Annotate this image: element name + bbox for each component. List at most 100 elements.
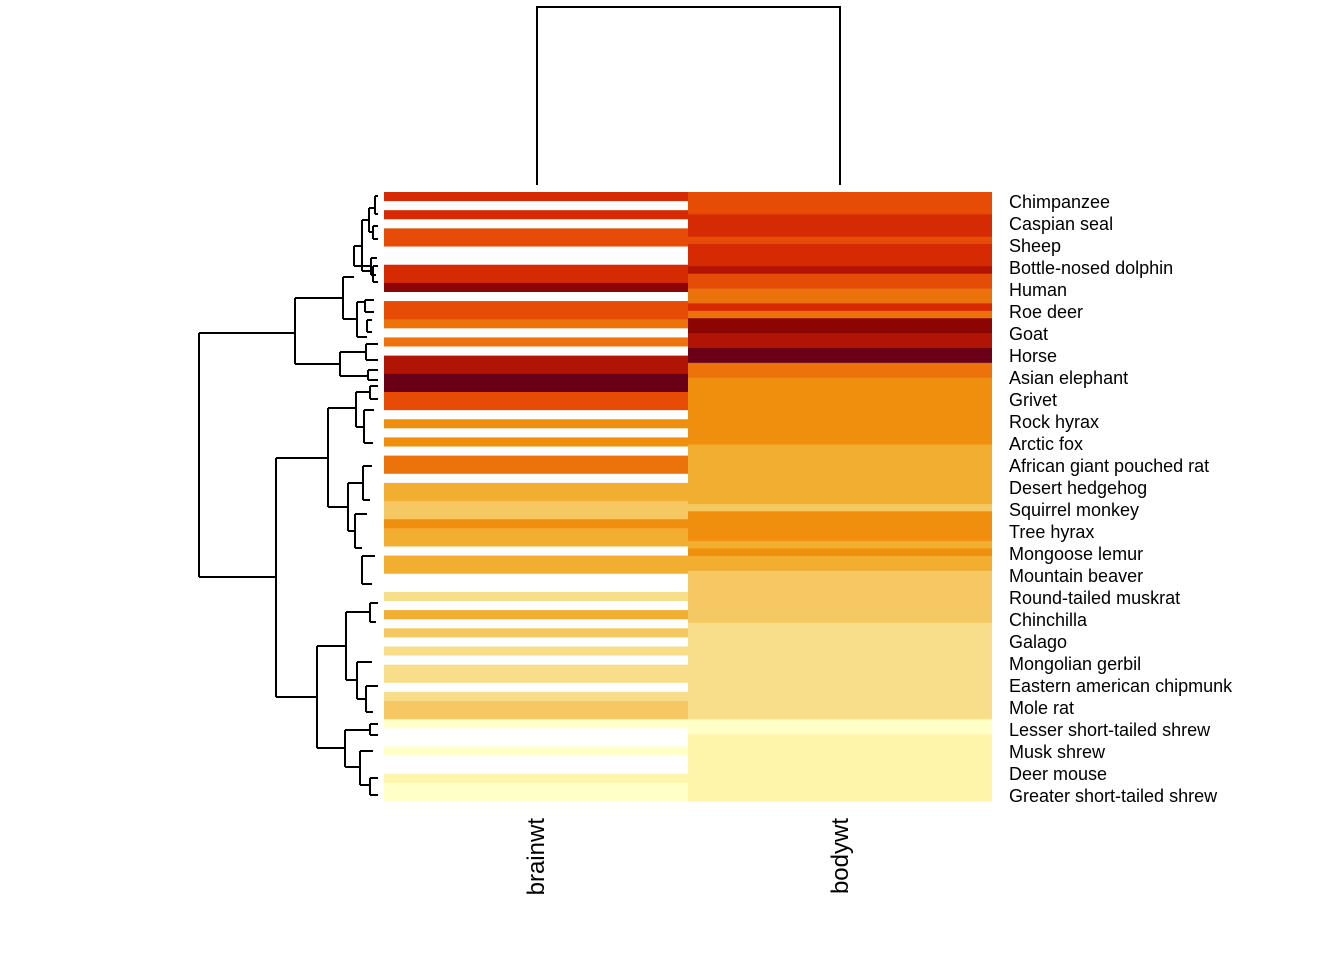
heatmap-cell-brainwt-2	[384, 210, 688, 220]
row-label: Round-tailed muskrat	[1009, 588, 1180, 608]
heatmap-cell-bodywt-14	[688, 296, 992, 304]
heatmap-cell-brainwt-56	[384, 701, 688, 711]
heatmap-cell-bodywt-18	[688, 326, 992, 334]
heatmap-cell-bodywt-46	[688, 534, 992, 542]
heatmap-cell-brainwt-18	[384, 356, 688, 366]
heatmap-cell-brainwt-62	[384, 756, 688, 766]
heatmap-cell-bodywt-65	[688, 675, 992, 683]
heatmap-cell-brainwt-8	[384, 265, 688, 275]
heatmap-cell-brainwt-40	[384, 556, 688, 566]
heatmap-cell-brainwt-10	[384, 283, 688, 293]
heatmap-cell-brainwt-48	[384, 628, 688, 638]
heatmap-cell-bodywt-75	[688, 749, 992, 757]
heatmap-cell-brainwt-66	[384, 792, 688, 802]
heatmap-cell-bodywt-36	[688, 459, 992, 467]
heatmap-cell-bodywt-6	[688, 237, 992, 245]
row-label: Mole rat	[1009, 698, 1074, 718]
heatmap-cell-bodywt-62	[688, 652, 992, 660]
heatmap-chart: ChimpanzeeCaspian sealSheepBottle-nosed …	[0, 0, 1344, 960]
heatmap-cell-brainwt-6	[384, 247, 688, 257]
heatmap-cell-bodywt-30	[688, 415, 992, 423]
row-label: Grivet	[1009, 390, 1057, 410]
heatmap-cell-bodywt-69	[688, 704, 992, 712]
row-label: Desert hedgehog	[1009, 478, 1147, 498]
heatmap-cell-brainwt-60	[384, 737, 688, 747]
heatmap-cell-bodywt-3	[688, 214, 992, 222]
heatmap-cell-brainwt-17	[384, 347, 688, 357]
heatmap-cell-bodywt-10	[688, 266, 992, 274]
row-label: Goat	[1009, 324, 1048, 344]
heatmap-cell-bodywt-5	[688, 229, 992, 237]
heatmap-cell-brainwt-23	[384, 401, 688, 411]
heatmap-cell-bodywt-11	[688, 274, 992, 282]
row-label: Chimpanzee	[1009, 192, 1110, 212]
column-dendrogram	[537, 7, 840, 185]
heatmap-cell-brainwt-33	[384, 492, 688, 502]
heatmap-cell-bodywt-58	[688, 623, 992, 631]
heatmap-cell-bodywt-37	[688, 467, 992, 475]
heatmap-cell-brainwt-1	[384, 201, 688, 211]
heatmap-cell-bodywt-43	[688, 511, 992, 519]
heatmap-cell-brainwt-38	[384, 537, 688, 547]
heatmap-cell-bodywt-63	[688, 660, 992, 668]
heatmap-cell-brainwt-50	[384, 646, 688, 656]
row-label: Galago	[1009, 632, 1067, 652]
heatmap-cells	[384, 192, 992, 802]
heatmap-cell-brainwt-28	[384, 447, 688, 457]
heatmap-cell-bodywt-33	[688, 437, 992, 445]
heatmap-cell-brainwt-12	[384, 301, 688, 311]
column-label-brainwt: brainwt	[523, 818, 550, 896]
heatmap-cell-bodywt-35	[688, 452, 992, 460]
heatmap-cell-bodywt-45	[688, 526, 992, 534]
heatmap-cell-bodywt-55	[688, 600, 992, 608]
heatmap-cell-bodywt-1	[688, 199, 992, 207]
heatmap-cell-brainwt-27	[384, 437, 688, 447]
heatmap-cell-brainwt-51	[384, 656, 688, 666]
heatmap-cell-bodywt-54	[688, 593, 992, 601]
heatmap-cell-brainwt-7	[384, 256, 688, 266]
row-label: Sheep	[1009, 236, 1061, 256]
heatmap-cell-bodywt-53	[688, 586, 992, 594]
heatmap-cell-brainwt-5	[384, 237, 688, 247]
heatmap-cell-bodywt-8	[688, 251, 992, 259]
row-label: Caspian seal	[1009, 214, 1113, 234]
heatmap-cell-bodywt-2	[688, 207, 992, 215]
heatmap-cell-bodywt-68	[688, 697, 992, 705]
heatmap-cell-brainwt-16	[384, 337, 688, 347]
heatmap-cell-bodywt-19	[688, 333, 992, 341]
heatmap-cell-bodywt-28	[688, 400, 992, 408]
heatmap-cell-bodywt-42	[688, 504, 992, 512]
heatmap-cell-bodywt-13	[688, 289, 992, 297]
heatmap-cell-bodywt-60	[688, 638, 992, 646]
heatmap-cell-brainwt-24	[384, 410, 688, 420]
heatmap-cell-bodywt-26	[688, 385, 992, 393]
heatmap-cell-bodywt-34	[688, 445, 992, 453]
heatmap-cell-bodywt-29	[688, 407, 992, 415]
heatmap-cell-brainwt-39	[384, 546, 688, 556]
row-label: African giant pouched rat	[1009, 456, 1209, 476]
heatmap-cell-bodywt-24	[688, 370, 992, 378]
heatmap-cell-bodywt-22	[688, 355, 992, 363]
heatmap-cell-bodywt-80	[688, 786, 992, 794]
heatmap-cell-bodywt-41	[688, 497, 992, 505]
heatmap-cell-brainwt-64	[384, 774, 688, 784]
heatmap-cell-bodywt-25	[688, 378, 992, 386]
heatmap-cell-brainwt-65	[384, 783, 688, 793]
heatmap-cell-bodywt-16	[688, 311, 992, 319]
heatmap-cell-bodywt-71	[688, 719, 992, 727]
heatmap-cell-bodywt-27	[688, 393, 992, 401]
heatmap-cell-bodywt-7	[688, 244, 992, 252]
heatmap-cell-brainwt-46	[384, 610, 688, 620]
heatmap-cell-bodywt-47	[688, 541, 992, 549]
heatmap-cell-bodywt-70	[688, 712, 992, 720]
heatmap-cell-brainwt-54	[384, 683, 688, 693]
heatmap-cell-bodywt-0	[688, 192, 992, 200]
heatmap-cell-bodywt-39	[688, 482, 992, 490]
row-label: Human	[1009, 280, 1067, 300]
row-label: Mountain beaver	[1009, 566, 1143, 586]
heatmap-cell-bodywt-12	[688, 281, 992, 289]
heatmap-cell-bodywt-52	[688, 578, 992, 586]
heatmap-cell-brainwt-32	[384, 483, 688, 493]
row-label: Arctic fox	[1009, 434, 1083, 454]
heatmap-cell-brainwt-52	[384, 665, 688, 675]
